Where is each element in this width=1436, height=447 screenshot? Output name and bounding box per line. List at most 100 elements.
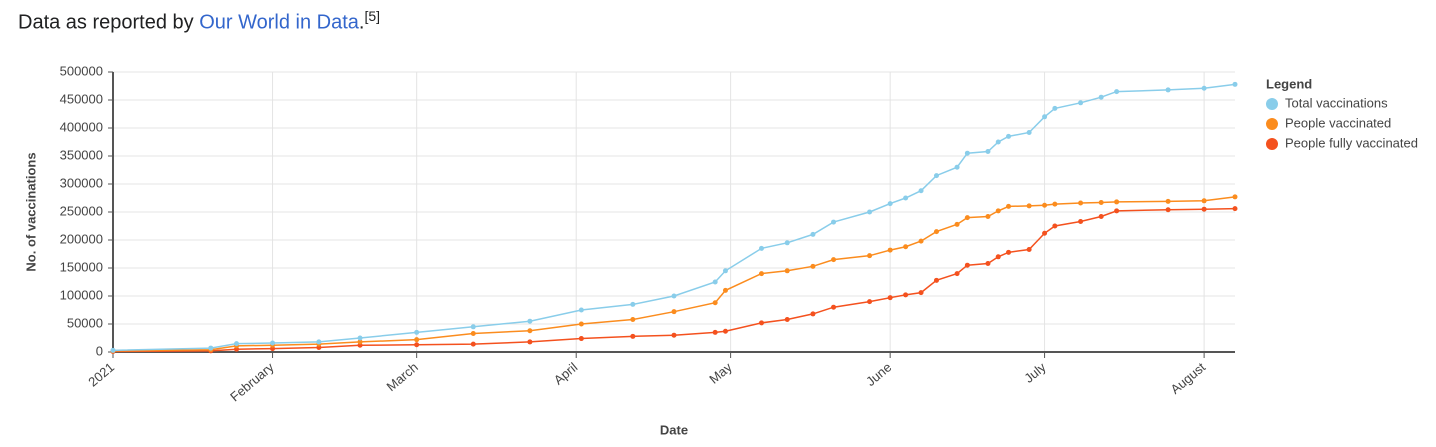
data-point <box>810 263 816 269</box>
data-point <box>630 333 636 339</box>
y-tick-label: 450000 <box>60 91 103 106</box>
data-point <box>1232 206 1238 212</box>
data-point <box>1052 201 1058 207</box>
data-point <box>784 268 790 274</box>
data-point <box>954 164 960 170</box>
y-tick-label: 200000 <box>60 231 103 246</box>
y-tick-label: 250000 <box>60 203 103 218</box>
data-point <box>954 221 960 227</box>
data-point <box>1078 219 1084 225</box>
data-point <box>933 173 939 179</box>
data-point <box>964 150 970 156</box>
data-point <box>470 341 476 347</box>
y-tick-label: 150000 <box>60 259 103 274</box>
data-point <box>208 345 214 351</box>
data-point <box>630 317 636 323</box>
y-tick-label: 350000 <box>60 147 103 162</box>
y-tick-label: 300000 <box>60 175 103 190</box>
data-point <box>1201 206 1207 212</box>
data-point <box>887 247 893 253</box>
data-point <box>527 339 533 345</box>
data-point <box>527 328 533 334</box>
data-point <box>887 201 893 207</box>
data-point <box>1232 81 1238 87</box>
data-point <box>954 271 960 277</box>
y-tick-label: 500000 <box>60 63 103 78</box>
data-point <box>578 307 584 313</box>
x-tick-label: August <box>1168 359 1209 397</box>
data-point <box>903 195 909 201</box>
data-point <box>918 188 924 194</box>
data-point <box>1006 203 1012 209</box>
data-point <box>918 238 924 244</box>
data-point <box>784 240 790 246</box>
data-point <box>578 321 584 327</box>
data-point <box>1098 94 1104 100</box>
y-tick-label: 50000 <box>67 315 103 330</box>
data-point <box>712 279 718 285</box>
data-point <box>1006 249 1012 255</box>
data-point <box>758 271 764 277</box>
data-point <box>903 292 909 298</box>
legend-marker <box>1266 98 1278 110</box>
data-point <box>1026 247 1032 253</box>
data-point <box>995 139 1001 145</box>
x-tick-label: July <box>1021 359 1049 386</box>
data-point <box>758 320 764 326</box>
data-point <box>671 293 677 299</box>
data-point <box>270 340 276 346</box>
source-link[interactable]: Our World in Data <box>199 11 359 34</box>
data-point <box>316 339 322 345</box>
legend-label: People vaccinated <box>1285 115 1391 130</box>
data-point <box>1078 200 1084 206</box>
data-point <box>758 245 764 251</box>
data-point <box>887 295 893 301</box>
data-point <box>1042 230 1048 236</box>
data-point <box>578 336 584 342</box>
reference[interactable]: [5] <box>364 8 381 24</box>
data-point <box>110 347 116 353</box>
data-point <box>831 304 837 310</box>
data-point <box>1165 87 1171 93</box>
data-point <box>712 329 718 335</box>
data-point <box>918 290 924 296</box>
x-tick-label: February <box>227 359 277 404</box>
legend-marker <box>1266 138 1278 150</box>
data-point <box>985 213 991 219</box>
data-point <box>867 209 873 215</box>
data-point <box>1006 133 1012 139</box>
data-point <box>933 277 939 283</box>
data-point <box>712 300 718 306</box>
data-point <box>810 311 816 317</box>
data-point <box>1201 198 1207 204</box>
data-point <box>722 287 728 293</box>
header: Data as reported by Our World in Data.[5… <box>18 8 380 35</box>
x-axis-title: Date <box>660 422 688 437</box>
legend-label: People fully vaccinated <box>1285 135 1418 150</box>
data-point <box>1098 199 1104 205</box>
data-point <box>867 253 873 259</box>
legend-marker <box>1266 118 1278 130</box>
x-tick-label: June <box>863 359 894 389</box>
data-point <box>527 318 533 324</box>
data-point <box>1026 203 1032 209</box>
data-point <box>784 317 790 323</box>
series-line <box>112 207 1236 353</box>
data-point <box>810 231 816 237</box>
data-point <box>722 268 728 274</box>
y-tick-label: 400000 <box>60 119 103 134</box>
data-point <box>1042 114 1048 120</box>
data-point <box>867 299 873 305</box>
data-point <box>903 244 909 250</box>
data-point <box>831 257 837 263</box>
data-point <box>1114 208 1120 214</box>
data-point <box>1042 202 1048 208</box>
data-point <box>1114 199 1120 205</box>
data-point <box>470 324 476 330</box>
legend-title: Legend <box>1266 76 1312 91</box>
data-point <box>831 219 837 225</box>
data-point <box>357 335 363 341</box>
data-point <box>671 309 677 315</box>
y-tick-label: 0 <box>96 343 103 358</box>
